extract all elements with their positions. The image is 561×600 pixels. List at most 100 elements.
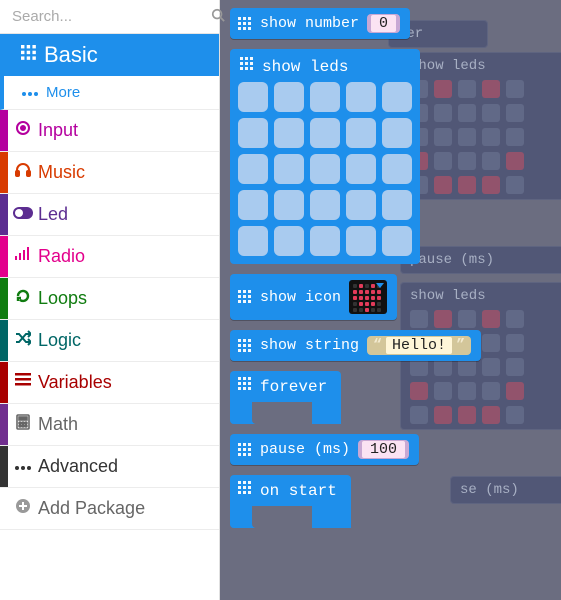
category-label: Loops: [38, 288, 87, 309]
plus-icon: [8, 498, 38, 519]
block-show-number[interactable]: show number 0: [230, 8, 410, 39]
category-advanced[interactable]: Advanced: [0, 446, 219, 488]
category-more[interactable]: More: [0, 76, 219, 110]
block-label: show string: [260, 337, 359, 354]
grid-icon: [238, 17, 252, 31]
category-addpkg[interactable]: Add Package: [0, 488, 219, 530]
block-show-leds[interactable]: show leds: [230, 49, 420, 264]
led-cell[interactable]: [238, 190, 268, 220]
category-loops[interactable]: Loops: [0, 278, 219, 320]
led-cell[interactable]: [274, 226, 304, 256]
string-slot[interactable]: “ Hello! ”: [367, 336, 471, 355]
search-input[interactable]: [12, 8, 211, 25]
number-value: 0: [371, 15, 396, 32]
category-label: Music: [38, 162, 85, 183]
dots-icon: [22, 84, 38, 101]
calc-icon: [8, 414, 38, 435]
headphone-icon: [8, 162, 38, 183]
category-basic[interactable]: Basic: [0, 34, 219, 76]
category-label: Advanced: [38, 456, 118, 477]
grid-icon: [14, 45, 44, 66]
search-row: [0, 0, 219, 34]
category-stripe: [0, 236, 8, 277]
category-variables[interactable]: Variables: [0, 362, 219, 404]
number-value: 100: [362, 441, 405, 458]
led-cell[interactable]: [274, 118, 304, 148]
category-math[interactable]: Math: [0, 404, 219, 446]
category-label: Radio: [38, 246, 85, 267]
ellipsis-icon: [8, 458, 38, 476]
grid-icon: [238, 339, 252, 353]
block-on-start[interactable]: on start: [230, 475, 351, 528]
led-cell[interactable]: [274, 82, 304, 112]
led-cell[interactable]: [310, 82, 340, 112]
category-stripe: [0, 446, 8, 487]
led-cell[interactable]: [346, 154, 376, 184]
led-cell[interactable]: [238, 154, 268, 184]
led-cell[interactable]: [310, 190, 340, 220]
led-cell[interactable]: [382, 226, 412, 256]
category-label: Input: [38, 120, 78, 141]
category-logic[interactable]: Logic: [0, 320, 219, 362]
category-radio[interactable]: Radio: [0, 236, 219, 278]
grid-icon: [238, 443, 252, 457]
block-show-icon[interactable]: show icon: [230, 274, 397, 320]
grid-icon: [240, 57, 254, 76]
led-cell[interactable]: [382, 82, 412, 112]
quote-right-icon: ”: [456, 337, 465, 354]
category-label: More: [46, 84, 80, 101]
grid-icon: [238, 377, 252, 396]
string-value: Hello!: [386, 337, 452, 354]
search-icon[interactable]: [211, 8, 225, 25]
category-label: Variables: [38, 372, 112, 393]
category-stripe: [0, 110, 8, 151]
quote-left-icon: “: [373, 337, 382, 354]
category-label: Add Package: [38, 498, 145, 519]
category-label: Basic: [44, 42, 98, 68]
block-label: pause (ms): [260, 441, 350, 458]
block-label: on start: [260, 482, 337, 500]
category-music[interactable]: Music: [0, 152, 219, 194]
block-forever[interactable]: forever: [230, 371, 341, 424]
led-cell[interactable]: [274, 154, 304, 184]
list-icon: [8, 373, 38, 392]
led-cell[interactable]: [238, 226, 268, 256]
block-label: show number: [260, 15, 359, 32]
category-stripe: [0, 488, 8, 529]
led-cell[interactable]: [382, 190, 412, 220]
category-stripe: [0, 194, 8, 235]
category-stripe: [0, 152, 8, 193]
block-flyout: show number 0 show leds show icon show s…: [230, 8, 561, 528]
bars-icon: [8, 246, 38, 267]
block-label: show icon: [260, 289, 341, 306]
led-cell[interactable]: [310, 154, 340, 184]
category-stripe: [0, 404, 8, 445]
number-slot[interactable]: 0: [367, 14, 400, 33]
category-stripe: [0, 320, 8, 361]
number-slot[interactable]: 100: [358, 440, 409, 459]
block-show-string[interactable]: show string “ Hello! ”: [230, 330, 481, 361]
led-cell[interactable]: [238, 82, 268, 112]
led-cell[interactable]: [310, 118, 340, 148]
category-label: Math: [38, 414, 78, 435]
led-cell[interactable]: [238, 118, 268, 148]
block-label: forever: [260, 378, 327, 396]
category-stripe: [0, 278, 8, 319]
block-pause[interactable]: pause (ms) 100: [230, 434, 419, 465]
led-cell[interactable]: [310, 226, 340, 256]
led-cell[interactable]: [346, 226, 376, 256]
led-cell[interactable]: [274, 190, 304, 220]
led-cell[interactable]: [382, 154, 412, 184]
led-cell[interactable]: [346, 118, 376, 148]
shuffle-icon: [8, 330, 38, 351]
block-label: show leds: [262, 58, 348, 76]
workspace[interactable]: ver show leds pause (ms) show leds se (m…: [220, 0, 561, 600]
led-cell[interactable]: [346, 190, 376, 220]
category-input[interactable]: Input: [0, 110, 219, 152]
category-stripe: [0, 362, 8, 403]
icon-picker[interactable]: [349, 280, 387, 314]
refresh-icon: [8, 288, 38, 309]
led-cell[interactable]: [346, 82, 376, 112]
category-led[interactable]: Led: [0, 194, 219, 236]
led-cell[interactable]: [382, 118, 412, 148]
